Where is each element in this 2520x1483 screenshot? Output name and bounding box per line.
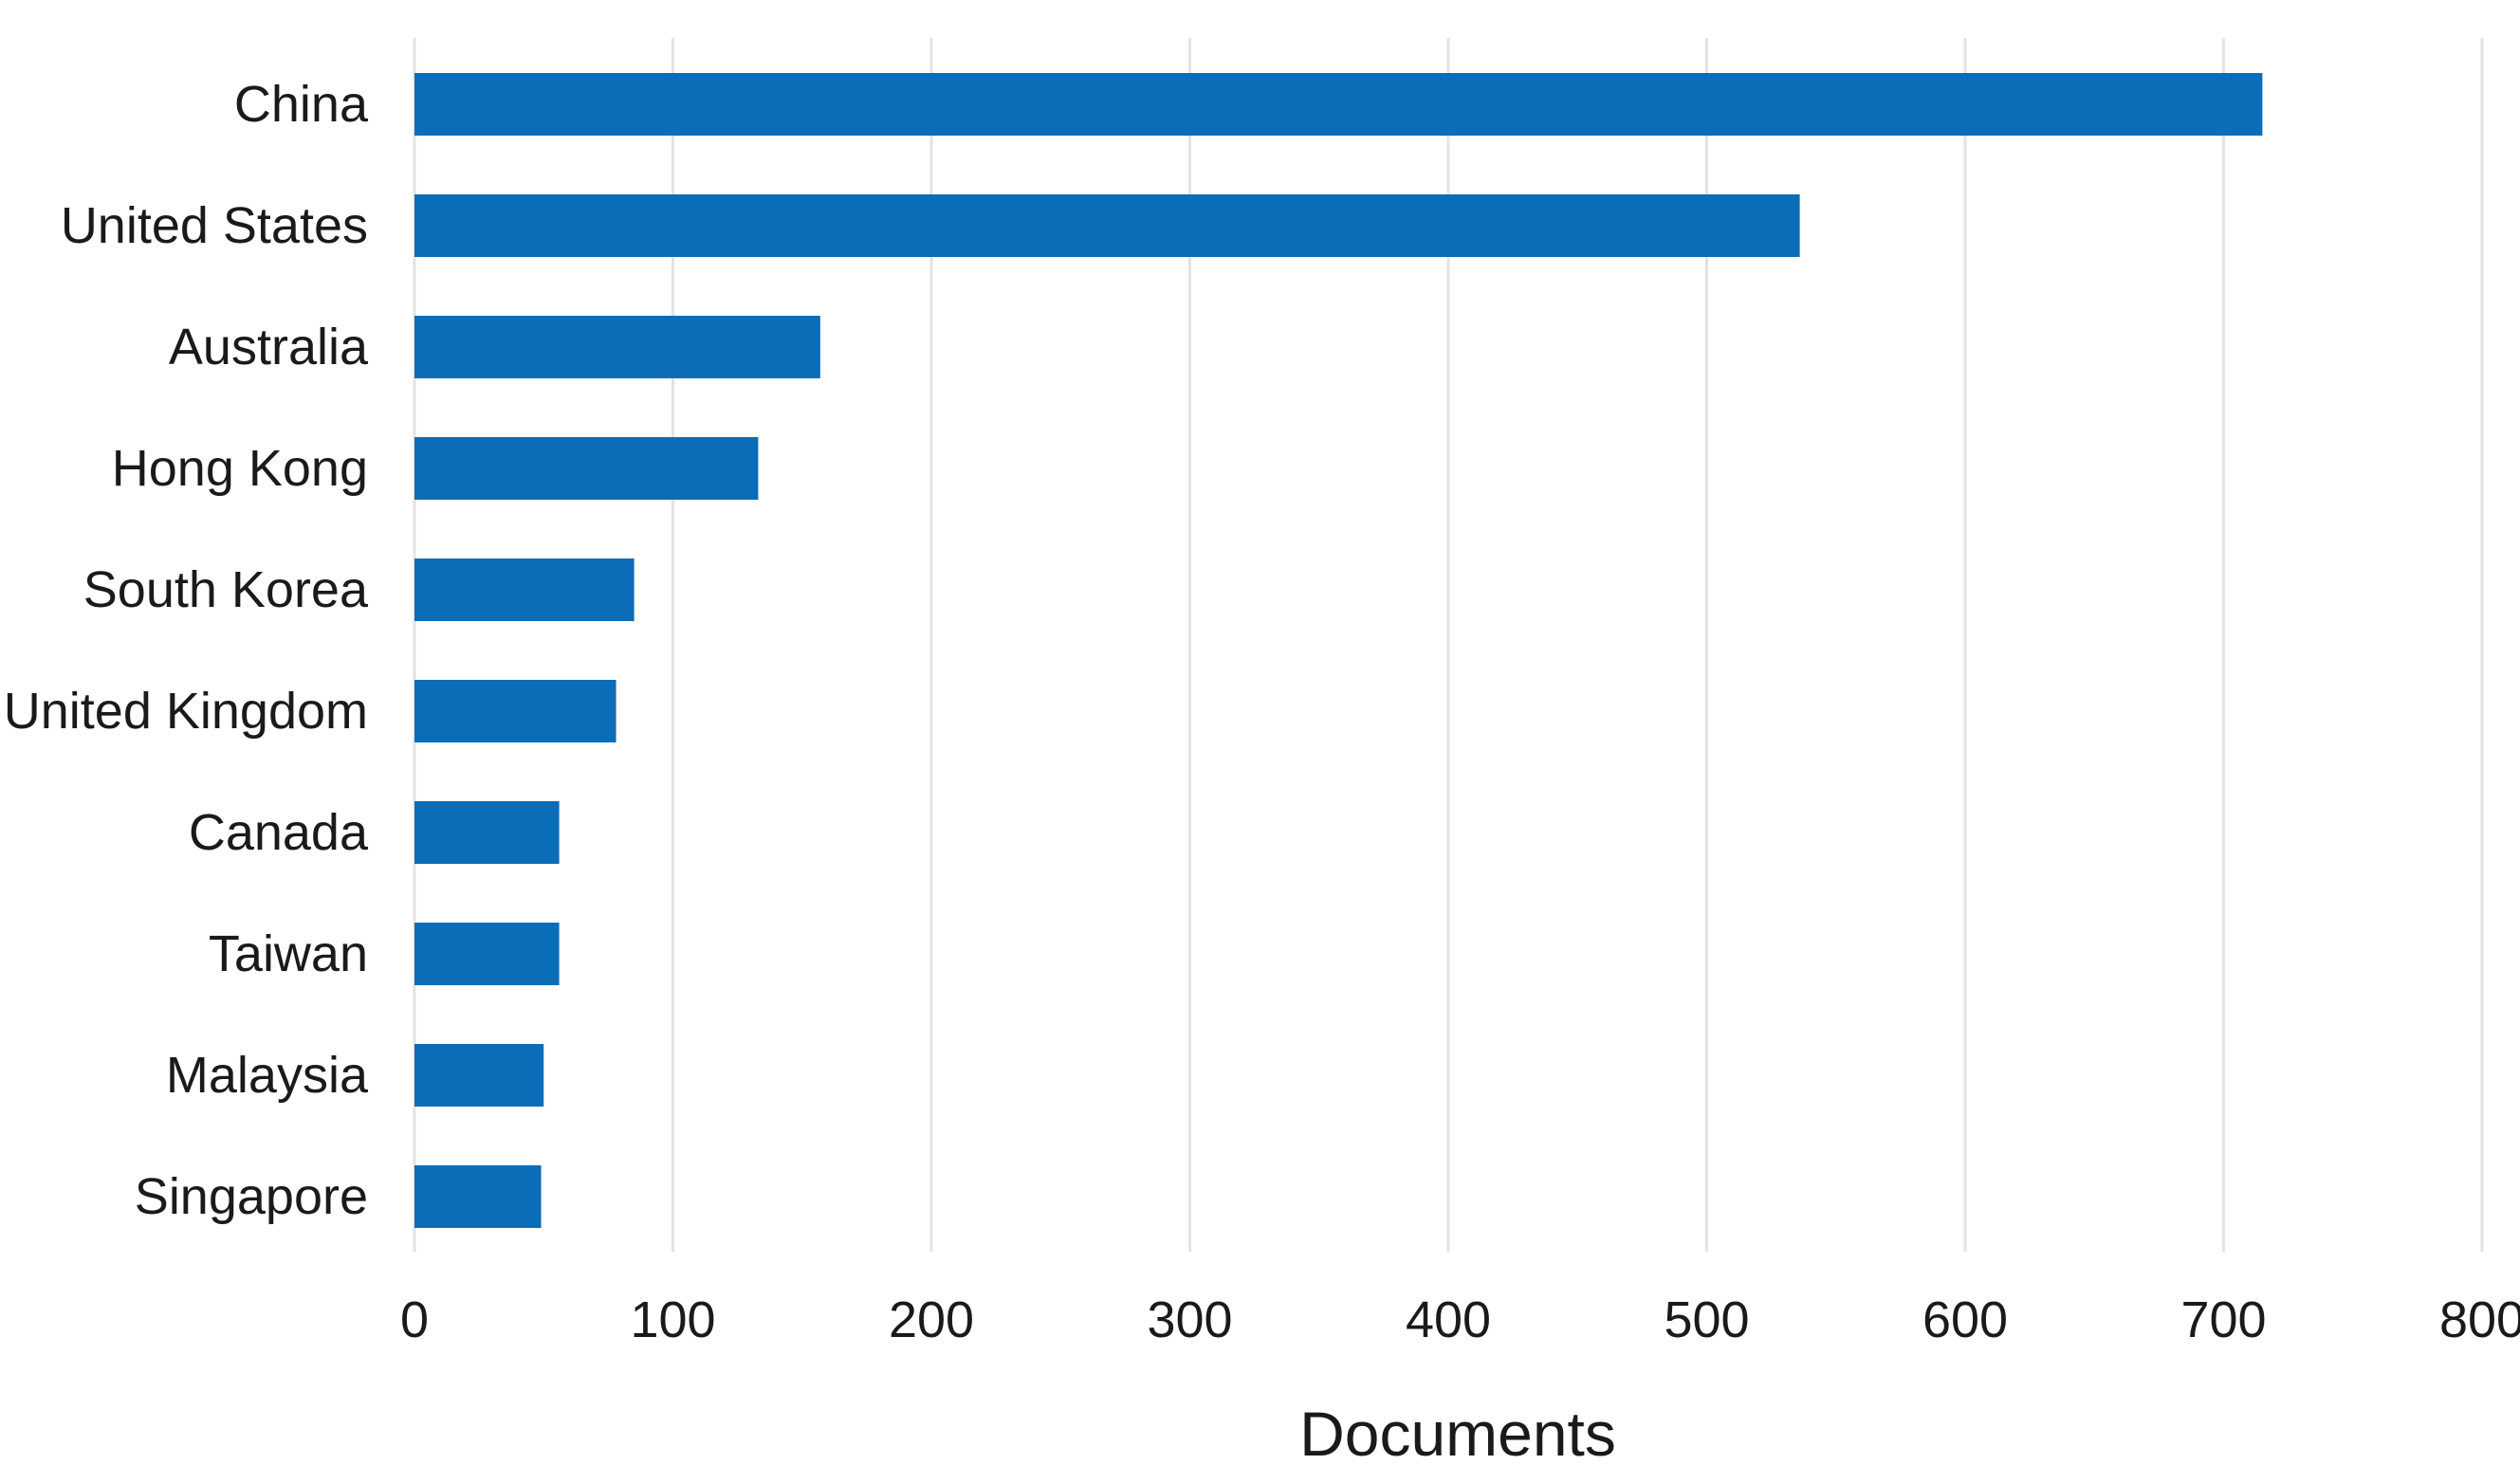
x-tick-label: 800 <box>2439 1291 2520 1348</box>
category-labels: China United States Australia Hong Kong Sout… <box>4 76 369 1225</box>
x-tick-label: 200 <box>889 1291 974 1348</box>
x-axis-title: Documents <box>1299 1399 1616 1469</box>
category-label: Hong Kong <box>112 440 368 497</box>
bar-united-kingdom <box>414 680 616 742</box>
category-label: United States <box>61 197 368 254</box>
bar-canada <box>414 801 560 864</box>
category-label: United Kingdom <box>4 683 368 740</box>
bar-taiwan <box>414 923 560 985</box>
category-label: Taiwan <box>209 925 368 982</box>
category-label: South Korea <box>83 561 369 618</box>
bar-south-korea <box>414 558 635 621</box>
bar-singapore <box>414 1165 542 1228</box>
category-label: Australia <box>169 319 369 375</box>
bar-malaysia <box>414 1044 544 1107</box>
bar-united-states <box>414 194 1800 257</box>
category-label: Canada <box>189 804 369 861</box>
x-tick-label: 0 <box>400 1291 429 1348</box>
bar-china <box>414 73 2263 136</box>
bar-australia <box>414 316 820 378</box>
bars <box>414 73 2263 1228</box>
x-tick-label: 700 <box>2180 1291 2266 1348</box>
bar-hong-kong <box>414 437 759 500</box>
x-tick-label: 500 <box>1664 1291 1749 1348</box>
x-tick-label: 100 <box>630 1291 715 1348</box>
category-label: China <box>234 76 369 133</box>
x-tick-label: 400 <box>1406 1291 1491 1348</box>
x-tick-label: 600 <box>1922 1291 2008 1348</box>
category-label: Malaysia <box>166 1047 369 1104</box>
x-tick-labels: 0 100 200 300 400 500 600 700 800 <box>400 1291 2520 1348</box>
x-tick-label: 300 <box>1147 1291 1232 1348</box>
category-label: Singapore <box>135 1168 368 1225</box>
